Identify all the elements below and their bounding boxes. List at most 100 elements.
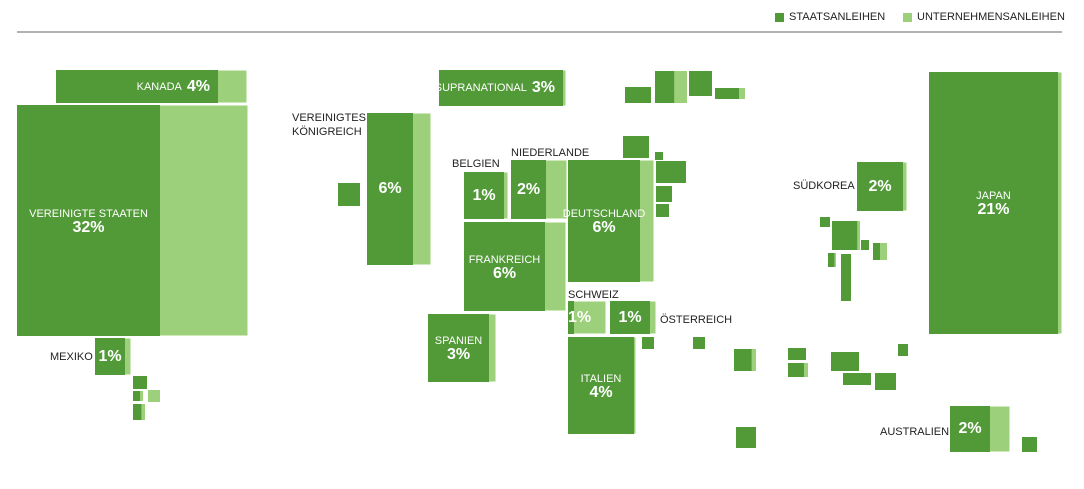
government-part [610,301,650,334]
minor-country [843,373,871,385]
country-name: VEREINIGTES KÖNIGREICH [292,112,366,138]
value-label: 1% [98,347,122,365]
government-part [17,105,160,336]
minor-country [623,136,649,158]
country [463,171,509,220]
minor-country [689,71,712,96]
minor-country [625,87,651,103]
value-label: 32% [72,218,105,236]
minor-country [831,352,859,371]
minor-country [655,152,663,160]
government-part [568,160,640,282]
country [510,159,568,220]
government-part [464,172,504,219]
government-part [950,406,990,452]
minor-country [656,204,669,217]
government-part [857,162,903,211]
minor-country [655,71,675,103]
value-label: 3% [531,79,555,96]
value-label: 6% [592,219,616,236]
minor-country [875,373,896,390]
country [609,300,657,335]
country-label: FRANKREICH 6% [464,222,545,311]
country-label: SUPRANATIONAL 3% [435,70,555,106]
value-label: 1% [618,308,642,326]
value-label: 4% [589,383,613,401]
country-label: SPANIEN 3% [428,314,489,382]
minor-country [861,240,869,250]
government-part [428,314,489,382]
value-label: 21% [977,201,1010,218]
country-name: ÖSTERREICH [660,314,733,326]
country-name: SUPRANATIONAL [434,82,527,94]
country-name: VEREINIGTE STAATEN [29,207,148,220]
country-name: SÜDKOREA [793,180,855,192]
country-name: SCHWEIZ [568,289,619,301]
value-label: 3% [446,346,471,363]
minor-country [828,253,835,267]
country [438,69,567,107]
value-label: 2% [958,420,982,437]
value-label: 2% [868,177,892,195]
minor-country [133,376,147,389]
value-label: 6% [378,180,402,197]
value-label: 1% [568,309,591,327]
minor-country [338,183,360,206]
country [567,336,637,435]
country [928,71,1063,335]
country-label: KANADA 4% [56,70,210,103]
government-part [568,337,634,434]
government-part [367,113,413,265]
country [16,104,249,337]
country-name: AUSTRALIEN [880,426,950,438]
value-label: 2% [516,180,541,198]
minor-country [820,217,830,227]
minor-country [133,404,142,420]
country-name: JAPAN [976,190,1011,202]
country-name: MEXIKO [50,351,93,363]
minor-country [656,161,686,183]
value-label: 4% [186,77,210,95]
minor-country [788,348,806,360]
legend-label: UNTERNEHMENSANLEIHEN [917,11,1065,23]
minor-country [642,337,654,349]
country [366,112,432,266]
government-part [464,222,545,311]
minor-country [873,243,880,260]
government-part [56,70,218,103]
country [567,159,655,283]
country-name: KANADA [136,80,182,93]
government-part [511,160,546,219]
country [463,221,567,312]
country-name: ITALIEN [580,372,622,385]
minor-country [734,349,752,371]
minor-country [1022,437,1037,452]
country-label: ITALIEN 4% [568,337,634,434]
minor-country [148,390,160,402]
government-part [568,301,574,334]
government-part [439,70,563,106]
minor-country [715,88,739,99]
minor-country [133,391,140,401]
minor-country [898,344,908,356]
legend-swatch [775,13,784,22]
minor-country [693,337,705,349]
legend-swatch [903,13,912,22]
value-label: 1% [472,186,496,204]
country-name: FRANKREICH [468,253,541,266]
value-label: 6% [492,264,517,282]
country-name: BELGIEN [452,158,500,170]
government-part [929,72,1058,334]
country [94,337,132,376]
minor-country [656,186,672,202]
country-label: JAPAN 21% [929,72,1058,334]
minor-country [736,427,756,448]
country [55,69,248,104]
minor-country [841,254,851,301]
country-label: DEUTSCHLAND 6% [563,160,646,282]
country-name: NIEDERLANDE [511,147,590,159]
country [856,161,908,212]
legend-label: STAATSANLEIHEN [789,11,886,23]
